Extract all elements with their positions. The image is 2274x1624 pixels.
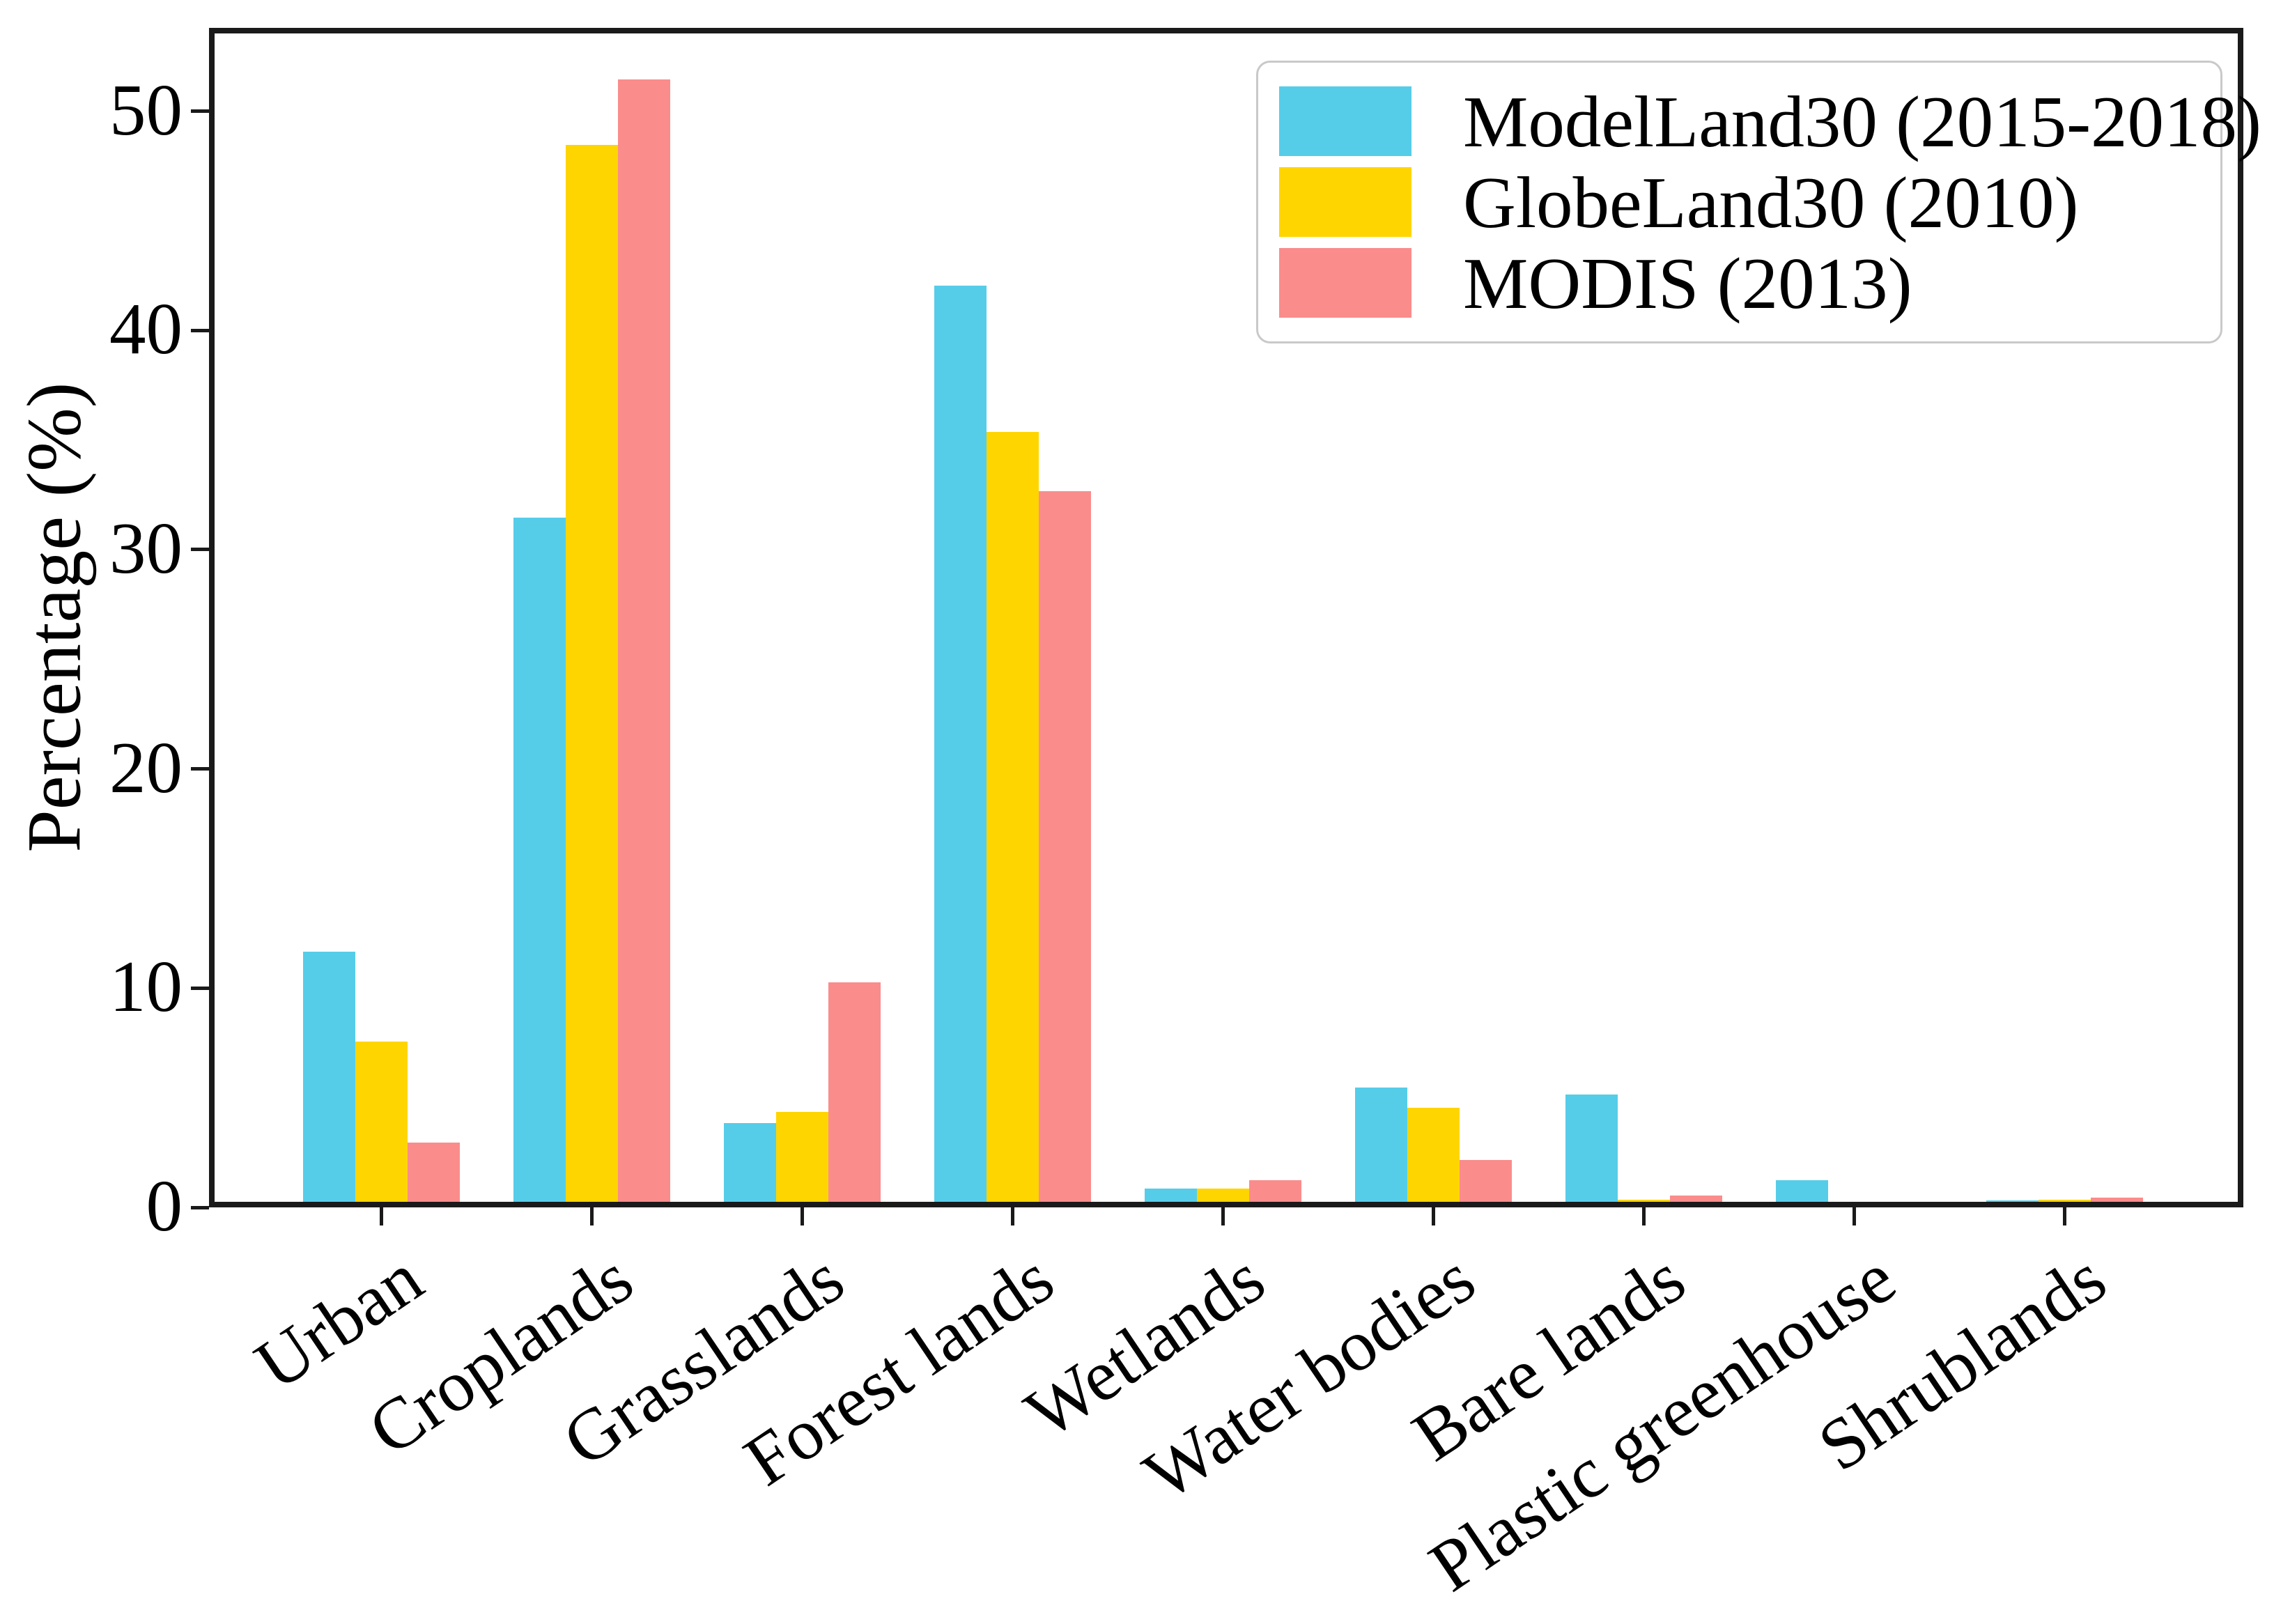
y-tick-label: 50 [109, 68, 183, 150]
y-tick-mark [191, 548, 209, 552]
bar-globeland30-water-bodies [1407, 1107, 1460, 1202]
x-tick-mark [1641, 1207, 1646, 1225]
y-tick-mark [191, 328, 209, 332]
bar-modelland30-plastic-greenhouse [1775, 1180, 1828, 1202]
bar-modelland30-urban [302, 952, 355, 1202]
bar-globeland30-shrublands [2038, 1199, 2091, 1202]
y-tick-label: 20 [109, 726, 183, 808]
bar-modelland30-wetlands [1144, 1189, 1197, 1202]
y-tick-label: 10 [109, 945, 183, 1028]
y-tick-label: 30 [109, 507, 183, 589]
legend: ModelLand30 (2015-2018) GlobeLand30 (201… [1256, 61, 2261, 343]
bar-globeland30-bare-lands [1617, 1199, 1670, 1202]
legend-swatch-modis [1279, 248, 1411, 318]
bar-modelland30-water-bodies [1354, 1088, 1407, 1202]
legend-label-modelland30: ModelLand30 (2015-2018) [1463, 80, 2262, 162]
bar-modis-forest-lands [1038, 491, 1091, 1202]
x-tick-mark [379, 1207, 383, 1225]
bar-modis-bare-lands [1669, 1195, 1722, 1202]
y-axis-title: Percentage (%) [11, 382, 97, 853]
bars-layer [215, 33, 2238, 1202]
x-tick-mark [1852, 1207, 1856, 1225]
bar-modis-croplands [617, 79, 670, 1202]
bar-globeland30-grasslands [775, 1111, 828, 1202]
x-tick-mark [2062, 1207, 2066, 1225]
x-tick-mark [1221, 1207, 1225, 1225]
legend-item-modis: MODIS (2013) [1279, 247, 2199, 320]
bar-modis-water-bodies [1459, 1160, 1512, 1202]
bar-modis-urban [407, 1143, 460, 1202]
bar-modis-grasslands [828, 982, 881, 1202]
bar-modis-wetlands [1248, 1180, 1301, 1202]
y-tick-mark [191, 767, 209, 771]
bar-modelland30-grasslands [723, 1122, 776, 1202]
legend-swatch-globeland30 [1279, 167, 1411, 237]
x-tick-mark [1431, 1207, 1435, 1225]
y-tick-mark [191, 1205, 209, 1209]
y-tick-mark [191, 109, 209, 114]
bar-modelland30-shrublands [1986, 1200, 2039, 1202]
legend-item-globeland30: GlobeLand30 (2010) [1279, 166, 2199, 239]
bar-globeland30-wetlands [1196, 1189, 1249, 1202]
y-tick-label: 40 [109, 288, 183, 370]
legend-swatch-modelland30 [1279, 86, 1411, 156]
y-tick-label: 0 [146, 1165, 183, 1247]
x-tick-mark [589, 1207, 594, 1225]
legend-label-globeland30: GlobeLand30 (2010) [1463, 161, 2079, 243]
y-tick-mark [191, 986, 209, 990]
x-tick-mark [800, 1207, 804, 1225]
bar-globeland30-croplands [565, 145, 618, 1202]
legend-label-modis: MODIS (2013) [1463, 242, 1912, 324]
bar-globeland30-forest-lands [986, 432, 1039, 1202]
bar-modelland30-forest-lands [934, 285, 987, 1202]
bar-modelland30-bare-lands [1565, 1094, 1618, 1202]
bar-modis-shrublands [2090, 1197, 2143, 1202]
bar-modelland30-croplands [513, 518, 566, 1202]
x-tick-mark [1010, 1207, 1014, 1225]
bar-globeland30-urban [355, 1042, 408, 1202]
legend-item-modelland30: ModelLand30 (2015-2018) [1279, 85, 2261, 158]
